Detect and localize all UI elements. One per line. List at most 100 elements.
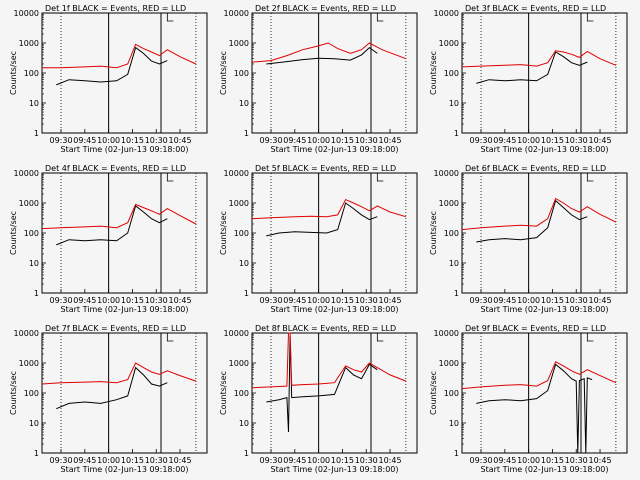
plot-frame [461,12,628,134]
y-tick-label: 10 [29,259,39,268]
x-tick-label: 09:45 [493,296,516,305]
x-tick-label: 10:45 [588,136,611,145]
y-tick-label: 1000 [19,359,39,368]
x-tick-label: 09:45 [283,456,306,465]
x-tick-label: 10:45 [168,136,191,145]
y-tick-label: 1000 [19,39,39,48]
y-axis-label: Counts/sec [9,211,18,255]
x-tick-label: 10:00 [517,136,540,145]
plot-frame [251,12,418,134]
y-tick-label: 100 [234,69,249,78]
panel-9: 1 10 100 1000 10000 09:30 09:45 10:00 10:15 10:30… [429,324,628,474]
interval-marker [586,13,594,22]
y-tick-label: 1 [34,289,39,298]
interval-marker [166,333,174,342]
interval-marker [586,333,594,342]
x-tick-label: 09:30 [470,136,493,145]
plot-frame [461,172,628,294]
x-tick-label: 09:45 [283,296,306,305]
x-tick-label: 10:15 [121,296,144,305]
y-tick-label: 10000 [224,329,249,338]
panel-4: 1 10 100 1000 10000 09:30 09:45 10:00 10:15 10:30… [9,164,208,314]
panel-title: Det 4f BLACK = Events, RED = LLD [45,164,186,173]
interval-marker [376,333,384,342]
panel-8: 1 10 100 1000 10000 09:30 09:45 10:00 10:15 10:30… [219,324,418,474]
x-tick-label: 09:45 [73,456,96,465]
x-tick-label: 10:30 [565,136,588,145]
interval-marker [586,173,594,182]
y-tick-label: 100 [444,229,459,238]
x-axis-label: Start Time (02-Jun-13 09:18:00) [481,145,609,154]
series-line-lld [461,50,617,68]
panel-title: Det 5f BLACK = Events, RED = LLD [255,164,396,173]
x-tick-label: 10:30 [355,296,378,305]
series-line-events [266,202,378,237]
y-tick-label: 1 [454,129,459,138]
x-tick-label: 09:30 [470,296,493,305]
y-tick-label: 10000 [14,9,39,18]
y-tick-label: 100 [234,389,249,398]
x-tick-label: 09:30 [260,136,283,145]
series-line-lld [461,361,617,390]
y-tick-label: 100 [444,69,459,78]
x-tick-label: 10:30 [355,456,378,465]
x-tick-label: 10:00 [517,456,540,465]
series-line-events [476,51,588,84]
x-tick-label: 09:30 [470,456,493,465]
panel-title: Det 2f BLACK = Events, RED = LLD [255,4,396,13]
x-tick-label: 10:15 [331,456,354,465]
y-tick-label: 10000 [434,329,459,338]
panel-title: Det 9f BLACK = Events, RED = LLD [465,324,606,333]
series-line-events [56,366,168,410]
y-tick-label: 10 [29,419,39,428]
y-tick-label: 10 [239,99,249,108]
y-tick-label: 1000 [229,39,249,48]
panel-title: Det 3f BLACK = Events, RED = LLD [465,4,606,13]
x-tick-label: 10:45 [168,456,191,465]
series-line-lld [251,198,407,220]
y-tick-label: 10000 [224,169,249,178]
plot-frame [41,12,208,134]
y-tick-label: 1 [34,449,39,458]
plot-frame [251,332,418,454]
y-tick-label: 1 [454,449,459,458]
y-tick-label: 1 [244,289,249,298]
y-axis-label: Counts/sec [9,51,18,95]
x-tick-label: 09:30 [50,456,73,465]
y-tick-label: 100 [24,229,39,238]
series-line-events [476,199,588,243]
series-line-lld [41,203,197,230]
y-tick-label: 1 [34,129,39,138]
panel-title: Det 6f BLACK = Events, RED = LLD [465,164,606,173]
x-tick-label: 10:15 [331,296,354,305]
x-tick-label: 09:45 [493,456,516,465]
y-tick-label: 1000 [229,199,249,208]
x-tick-label: 09:45 [493,136,516,145]
x-tick-label: 09:30 [260,456,283,465]
series-line-lld [461,197,617,231]
y-axis-label: Counts/sec [429,211,438,255]
y-tick-label: 1000 [439,199,459,208]
panel-title: Det 8f BLACK = Events, RED = LLD [255,324,396,333]
x-tick-label: 10:45 [588,296,611,305]
y-tick-label: 10 [449,259,459,268]
x-axis-label: Start Time (02-Jun-13 09:18:00) [271,145,399,154]
y-tick-label: 10 [29,99,39,108]
x-axis-label: Start Time (02-Jun-13 09:18:00) [481,305,609,314]
y-tick-label: 100 [24,69,39,78]
x-axis-label: Start Time (02-Jun-13 09:18:00) [481,465,609,474]
x-axis-label: Start Time (02-Jun-13 09:18:00) [271,465,399,474]
panel-6: 1 10 100 1000 10000 09:30 09:45 10:00 10:15 10:30… [429,164,628,314]
y-tick-label: 10000 [14,169,39,178]
panel-title: Det 7f BLACK = Events, RED = LLD [45,324,186,333]
x-tick-label: 09:30 [50,136,73,145]
y-axis-label: Counts/sec [219,371,228,415]
panel-1: 1 10 100 1000 10000 09:30 09:45 10:00 10:15 10:30… [9,4,208,154]
y-tick-label: 10000 [434,169,459,178]
y-tick-label: 10000 [434,9,459,18]
x-tick-label: 10:15 [121,136,144,145]
x-tick-label: 09:45 [73,136,96,145]
x-tick-label: 10:00 [97,296,120,305]
x-axis-label: Start Time (02-Jun-13 09:18:00) [61,465,189,474]
